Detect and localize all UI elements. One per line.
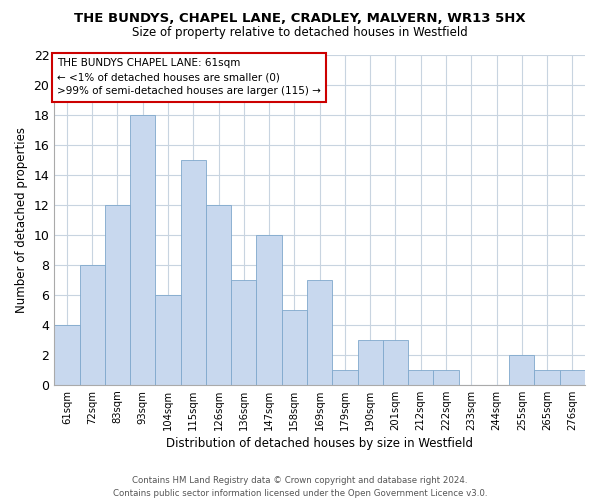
X-axis label: Distribution of detached houses by size in Westfield: Distribution of detached houses by size …	[166, 437, 473, 450]
Bar	[181, 160, 206, 385]
Bar	[231, 280, 256, 385]
Bar	[282, 310, 307, 385]
Bar	[560, 370, 585, 385]
Text: Contains HM Land Registry data © Crown copyright and database right 2024.
Contai: Contains HM Land Registry data © Crown c…	[113, 476, 487, 498]
Bar	[130, 115, 155, 385]
Y-axis label: Number of detached properties: Number of detached properties	[15, 127, 28, 313]
Bar	[80, 265, 105, 385]
Text: THE BUNDYS, CHAPEL LANE, CRADLEY, MALVERN, WR13 5HX: THE BUNDYS, CHAPEL LANE, CRADLEY, MALVER…	[74, 12, 526, 26]
Bar	[54, 325, 80, 385]
Bar	[358, 340, 383, 385]
Bar	[155, 295, 181, 385]
Bar	[256, 235, 282, 385]
Bar	[408, 370, 433, 385]
Bar	[383, 340, 408, 385]
Bar	[307, 280, 332, 385]
Text: THE BUNDYS CHAPEL LANE: 61sqm
← <1% of detached houses are smaller (0)
>99% of s: THE BUNDYS CHAPEL LANE: 61sqm ← <1% of d…	[57, 58, 321, 96]
Bar	[535, 370, 560, 385]
Bar	[105, 205, 130, 385]
Bar	[433, 370, 458, 385]
Bar	[509, 355, 535, 385]
Bar	[332, 370, 358, 385]
Text: Size of property relative to detached houses in Westfield: Size of property relative to detached ho…	[132, 26, 468, 39]
Bar	[206, 205, 231, 385]
